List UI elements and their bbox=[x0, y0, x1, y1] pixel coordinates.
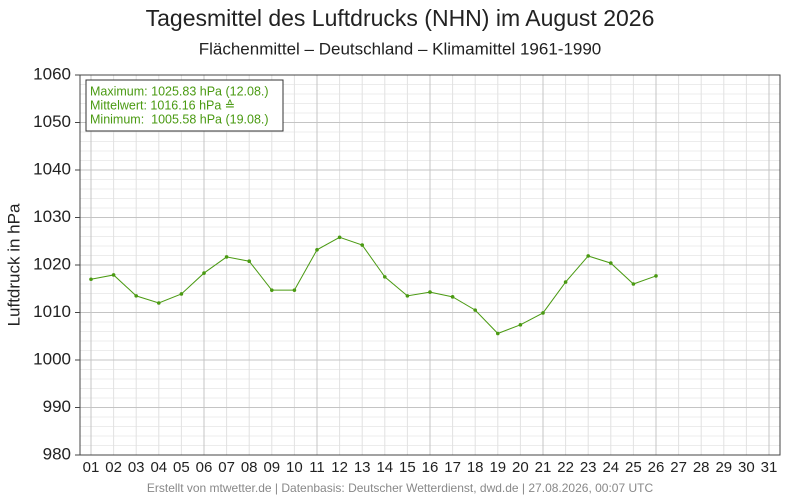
x-tick-label: 23 bbox=[580, 459, 597, 476]
data-point bbox=[450, 295, 455, 299]
data-point bbox=[337, 235, 342, 240]
x-tick-label: 31 bbox=[761, 459, 778, 476]
y-tick-label: 1040 bbox=[33, 159, 71, 178]
data-point bbox=[473, 308, 478, 312]
x-tick-label: 30 bbox=[738, 459, 755, 476]
y-tick-label: 1000 bbox=[33, 349, 71, 368]
data-point bbox=[541, 311, 545, 315]
x-tick-label: 28 bbox=[693, 459, 710, 476]
x-tick-label: 25 bbox=[625, 459, 642, 476]
x-tick-label: 18 bbox=[467, 459, 484, 476]
data-point bbox=[496, 331, 500, 336]
plot-frame bbox=[79, 74, 781, 456]
data-point bbox=[405, 294, 410, 298]
data-point bbox=[609, 261, 613, 265]
data-point bbox=[428, 290, 432, 294]
stats-line: Maximum: 1025.83 hPa (12.08.) bbox=[90, 84, 269, 98]
data-point bbox=[631, 282, 636, 286]
x-tick-label: 27 bbox=[670, 459, 687, 476]
x-tick-label: 14 bbox=[376, 459, 393, 476]
data-point bbox=[383, 275, 387, 279]
x-tick-label: 19 bbox=[489, 459, 506, 476]
y-axis-label: Luftdruck in hPa bbox=[4, 203, 23, 326]
chart-subtitle: Flächenmittel – Deutschland – Klimamitte… bbox=[199, 39, 602, 58]
data-point bbox=[202, 271, 206, 275]
y-tick-label: 1020 bbox=[33, 254, 71, 273]
x-tick-label: 12 bbox=[331, 459, 348, 476]
x-tick-label: 16 bbox=[422, 459, 439, 476]
x-tick-label: 01 bbox=[83, 459, 100, 476]
data-line bbox=[90, 236, 657, 335]
x-tick-label: 29 bbox=[715, 459, 732, 476]
x-tick-label: 11 bbox=[309, 459, 325, 476]
x-tick-label: 22 bbox=[557, 459, 574, 476]
x-tick-label: 13 bbox=[354, 459, 371, 476]
x-tick-label: 02 bbox=[105, 459, 122, 476]
y-tick-label: 1030 bbox=[33, 207, 71, 226]
y-tick-label: 1060 bbox=[33, 64, 71, 83]
y-tick-label: 1010 bbox=[33, 302, 71, 321]
footer: Erstellt von mtwetter.de | Datenbasis: D… bbox=[147, 481, 654, 495]
data-point bbox=[586, 254, 590, 258]
x-tick-label: 24 bbox=[602, 459, 619, 476]
y-tick-label: 990 bbox=[43, 397, 71, 416]
data-point bbox=[270, 288, 274, 292]
x-tick-label: 05 bbox=[173, 459, 190, 476]
data-point bbox=[292, 288, 297, 292]
x-tick-label: 08 bbox=[241, 459, 258, 476]
data-point bbox=[179, 292, 184, 296]
x-tick-label: 15 bbox=[399, 459, 416, 476]
y-tick-label: 1050 bbox=[33, 112, 71, 131]
x-tick-label: 04 bbox=[150, 459, 167, 476]
data-point bbox=[360, 243, 365, 247]
x-tick-label: 20 bbox=[512, 459, 529, 476]
stats-line: Mittelwert: 1016.16 hPa ≙ bbox=[90, 98, 235, 112]
x-tick-label: 10 bbox=[286, 459, 303, 476]
stats-line: Minimum: 1005.58 hPa (19.08.) bbox=[90, 112, 269, 126]
x-tick-label: 09 bbox=[263, 459, 280, 476]
data-point bbox=[518, 323, 523, 327]
data-point bbox=[563, 280, 568, 284]
stats-box bbox=[85, 79, 284, 132]
data-point bbox=[654, 274, 658, 278]
x-tick-label: 03 bbox=[128, 459, 145, 476]
x-tick-label: 26 bbox=[648, 459, 665, 476]
data-point bbox=[111, 273, 116, 277]
data-point bbox=[157, 301, 161, 305]
data-point bbox=[224, 255, 229, 259]
x-tick-label: 07 bbox=[218, 459, 235, 476]
data-point bbox=[315, 248, 319, 252]
data-point bbox=[247, 259, 251, 264]
data-point bbox=[89, 277, 93, 282]
data-point bbox=[134, 294, 138, 298]
chart-title: Tagesmittel des Luftdrucks (NHN) im Augu… bbox=[146, 5, 655, 31]
x-tick-label: 17 bbox=[444, 459, 461, 476]
y-tick-label: 980 bbox=[43, 444, 71, 463]
x-tick-label: 06 bbox=[196, 459, 213, 476]
x-tick-label: 21 bbox=[535, 459, 552, 476]
